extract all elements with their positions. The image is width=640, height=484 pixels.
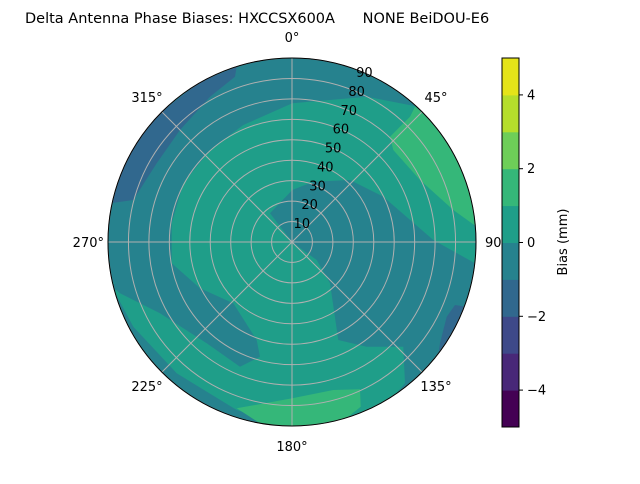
angle-label-225: 225° (131, 380, 162, 395)
colorbar-tick-label: −2 (527, 310, 546, 325)
radial-label-80: 80 (348, 85, 365, 100)
colorbar-segment (502, 390, 519, 428)
radial-label-60: 60 (333, 123, 350, 138)
colorbar-tick-label: 2 (527, 162, 535, 177)
radial-label-20: 20 (301, 198, 318, 213)
colorbar-segment (502, 58, 519, 96)
radial-tick-labels: 10 20 30 40 50 60 70 80 90 (294, 66, 373, 232)
colorbar-segment (502, 353, 519, 391)
colorbar-label: Bias (mm) (556, 209, 571, 276)
radial-label-90: 90 (356, 66, 373, 81)
contour-level-neg1-0 (110, 263, 260, 367)
colorbar-tick-label: −4 (527, 384, 546, 399)
radial-label-10: 10 (294, 217, 311, 232)
angle-label-45: 45° (424, 91, 447, 106)
contour-level-1-2 (390, 106, 476, 227)
grid-spoke-135 (291, 241, 423, 373)
colorbar-segment (502, 242, 519, 280)
polar-grid (107, 57, 477, 427)
colorbar-segment (502, 316, 519, 354)
polar-frame (107, 57, 477, 427)
angle-label-180: 180° (276, 440, 307, 455)
grid-spoke-315 (161, 111, 293, 243)
colorbar-segment (502, 168, 519, 207)
colorbar: −4 −2 0 2 4 (501, 57, 546, 428)
contour-level-1-2 (236, 389, 361, 426)
grid-spoke-45 (291, 111, 423, 243)
chart-title: Delta Antenna Phase Biases: HXCCSX600A N… (25, 11, 489, 27)
grid-spoke-225 (161, 241, 293, 373)
angle-label-315: 315° (131, 91, 162, 106)
radial-label-50: 50 (325, 142, 342, 157)
colorbar-segment (502, 94, 519, 133)
colorbar-segment (502, 279, 519, 317)
colorbar-tick-label: 4 (527, 88, 535, 103)
angle-label-0: 0° (285, 31, 300, 46)
colorbar-segment (502, 205, 519, 243)
radial-label-30: 30 (309, 179, 326, 194)
colorbar-segment (502, 131, 519, 170)
radial-label-40: 40 (317, 160, 334, 175)
angle-label-270: 270° (73, 236, 104, 251)
radial-label-70: 70 (340, 104, 357, 119)
contour-level-neg2-neg1 (110, 66, 237, 204)
angular-tick-labels: 0° 45° 90° 135° 180° 225° 270° 315° (73, 31, 508, 455)
angle-label-135: 135° (420, 380, 451, 395)
colorbar-tick-label: 0 (527, 236, 535, 251)
